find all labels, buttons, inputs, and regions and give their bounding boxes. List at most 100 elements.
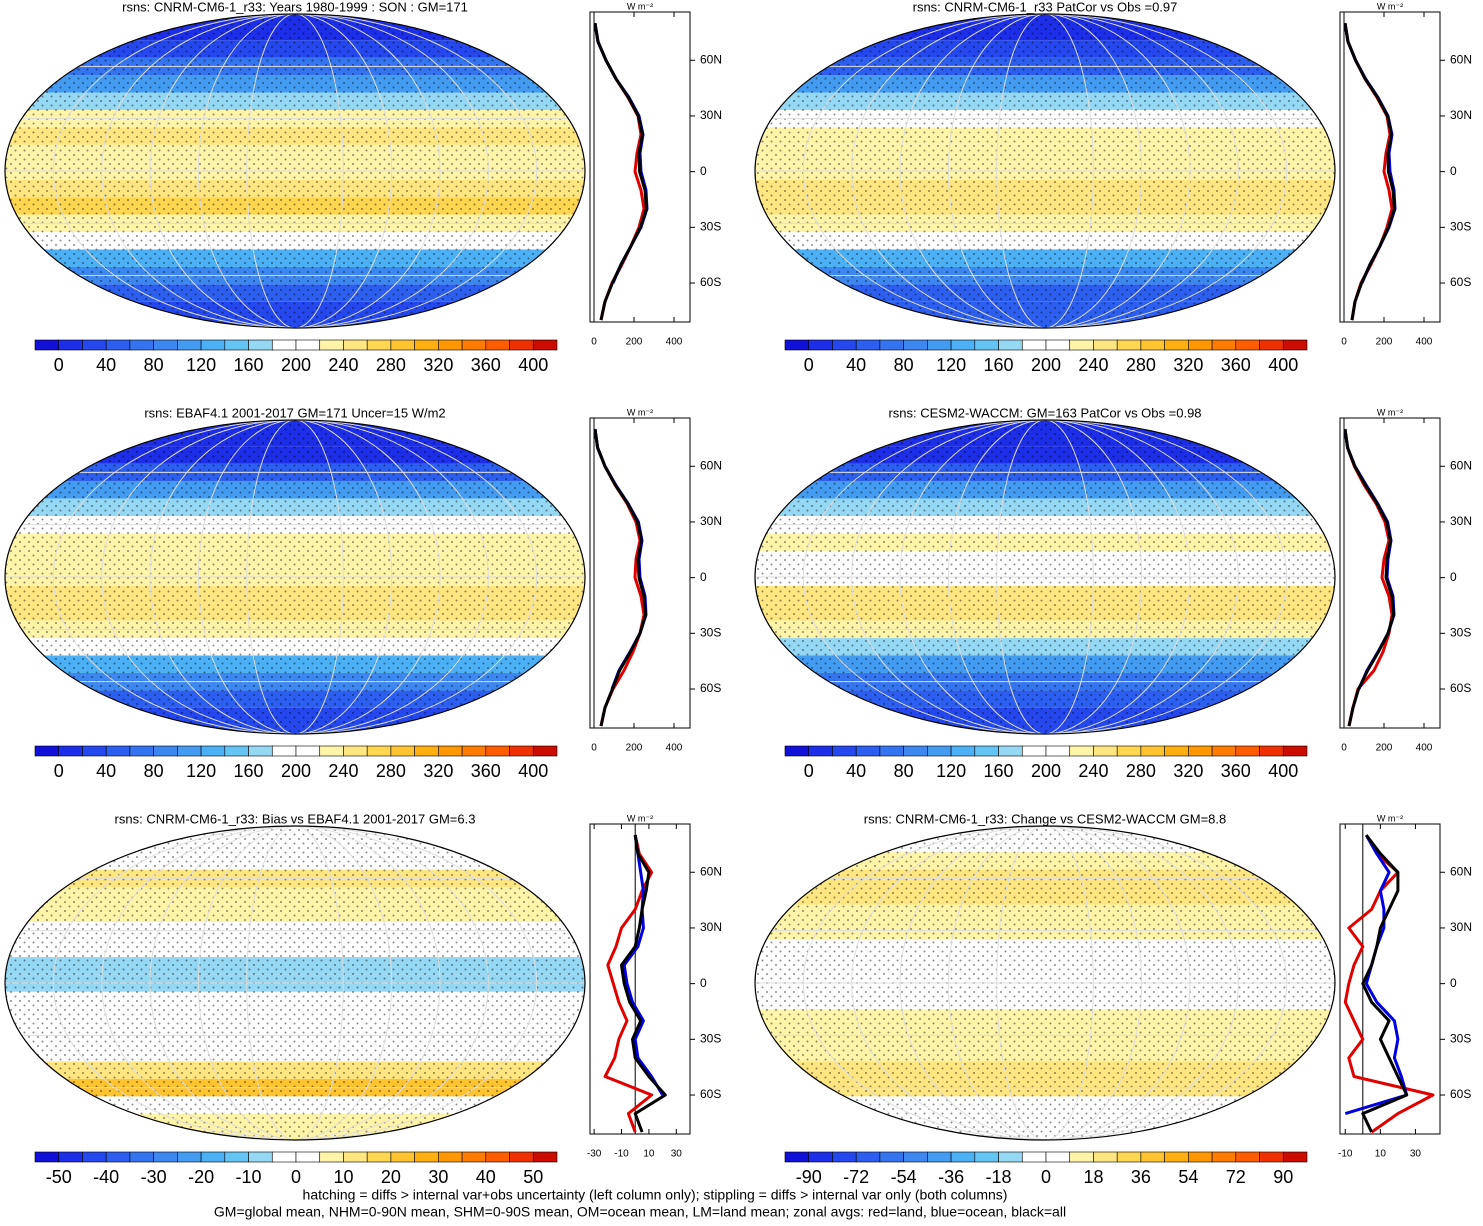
panel-title: rsns: CNRM-CM6-1_r33: Years 1980-1999 : … bbox=[122, 0, 468, 14]
y-tick-label: 0 bbox=[1450, 570, 1457, 584]
colorbar-box bbox=[105, 745, 131, 757]
colorbar-box bbox=[295, 745, 321, 757]
colorbar-box bbox=[343, 745, 368, 757]
colorbar-label: 360 bbox=[1221, 761, 1251, 781]
colorbar-box bbox=[1211, 339, 1237, 351]
colorbar-box bbox=[343, 339, 368, 351]
colorbar-box bbox=[200, 1151, 226, 1163]
colorbar-box bbox=[343, 1151, 368, 1163]
colorbar-box bbox=[1045, 1151, 1071, 1163]
colorbar-box bbox=[390, 745, 415, 757]
colorbar-label: 280 bbox=[1126, 355, 1156, 375]
colorbar-box bbox=[509, 339, 534, 351]
y-tick-label: 30N bbox=[1450, 514, 1472, 528]
colorbar-box bbox=[1188, 339, 1213, 351]
colorbar-box bbox=[927, 1151, 952, 1163]
colorbar-box bbox=[1093, 339, 1118, 351]
colorbar-box bbox=[832, 1151, 857, 1163]
map bbox=[5, 14, 585, 328]
map-frame bbox=[754, 13, 1336, 329]
colorbar-label: 40 bbox=[846, 761, 866, 781]
colorbar-box bbox=[1116, 745, 1142, 757]
x-tick-label: 400 bbox=[1416, 337, 1433, 348]
colorbar-label: 80 bbox=[144, 355, 164, 375]
y-tick-label: 60S bbox=[1450, 275, 1471, 289]
x-tick-label: 400 bbox=[666, 337, 683, 348]
colorbar-box bbox=[974, 1151, 999, 1163]
colorbar-label: 200 bbox=[1031, 355, 1061, 375]
zonal-line bbox=[620, 834, 667, 1133]
y-tick-label: 60N bbox=[1450, 52, 1472, 66]
colorbar-box bbox=[34, 745, 60, 757]
colorbar-box bbox=[153, 339, 178, 351]
colorbar-label: 0 bbox=[1041, 1167, 1051, 1187]
colorbar-box bbox=[177, 745, 202, 757]
colorbar-label: -72 bbox=[843, 1167, 869, 1187]
map-frame bbox=[754, 419, 1336, 735]
colorbar-box bbox=[438, 339, 463, 351]
colorbar-label: 240 bbox=[1078, 355, 1108, 375]
zonal-line bbox=[622, 834, 664, 1096]
x-tick-label: 0 bbox=[1341, 337, 1347, 348]
colorbar-box bbox=[1069, 339, 1094, 351]
y-tick-label: 30N bbox=[700, 108, 722, 122]
colorbar-label: 50 bbox=[523, 1167, 543, 1187]
profile-frame bbox=[1339, 823, 1441, 1135]
colorbar-label: 40 bbox=[476, 1167, 496, 1187]
colorbar-box bbox=[950, 745, 976, 757]
zonal-line bbox=[593, 22, 648, 321]
profile-frame bbox=[589, 11, 691, 323]
colorbar-box bbox=[1188, 1151, 1213, 1163]
colorbar-label: 90 bbox=[1273, 1167, 1293, 1187]
x-tick-label: 200 bbox=[1376, 743, 1393, 754]
footnote: hatching = diffs > internal var+obs unce… bbox=[303, 1187, 1008, 1203]
x-tick-label: -30 bbox=[587, 1149, 602, 1160]
colorbar-label: 120 bbox=[936, 355, 966, 375]
colorbar-box bbox=[248, 1151, 273, 1163]
colorbar-box bbox=[784, 339, 810, 351]
colorbar-box bbox=[1045, 339, 1071, 351]
y-tick-label: 30S bbox=[1450, 1032, 1471, 1046]
x-tick-label: 10 bbox=[1375, 1149, 1387, 1160]
colorbar-label: 320 bbox=[423, 355, 453, 375]
colorbar-box bbox=[82, 1151, 107, 1163]
colorbar-box bbox=[1282, 339, 1308, 351]
colorbar-box bbox=[808, 339, 833, 351]
colorbar-box bbox=[974, 339, 999, 351]
colorbar-box bbox=[1188, 745, 1213, 757]
colorbar-box bbox=[1140, 339, 1165, 351]
colorbar-box bbox=[509, 1151, 534, 1163]
colorbar-label: 30 bbox=[428, 1167, 448, 1187]
profile-frame bbox=[589, 823, 691, 1135]
colorbar-label: 40 bbox=[96, 355, 116, 375]
zonal-line bbox=[1343, 22, 1394, 321]
y-tick-label: 0 bbox=[1450, 164, 1457, 178]
colorbar-box bbox=[485, 745, 510, 757]
colorbar-box bbox=[414, 339, 439, 351]
colorbar-box bbox=[390, 339, 415, 351]
map bbox=[5, 420, 585, 734]
colorbar-label: 240 bbox=[328, 355, 358, 375]
axis-unit: W m⁻² bbox=[627, 407, 653, 417]
y-tick-label: 60S bbox=[700, 681, 721, 695]
panel-title: rsns: CNRM-CM6-1_r33: Bias vs EBAF4.1 20… bbox=[115, 811, 476, 826]
axis-unit: W m⁻² bbox=[627, 813, 653, 823]
colorbar-label: -36 bbox=[938, 1167, 964, 1187]
colorbar-label: 0 bbox=[54, 761, 64, 781]
zonal-line bbox=[1343, 428, 1396, 727]
colorbar-label: 280 bbox=[1126, 761, 1156, 781]
colorbar-label: -18 bbox=[986, 1167, 1012, 1187]
colorbar-box bbox=[366, 339, 392, 351]
colorbar-box bbox=[532, 339, 558, 351]
colorbar-box bbox=[319, 745, 344, 757]
x-tick-label: 10 bbox=[643, 1149, 655, 1160]
colorbar-label: 200 bbox=[281, 355, 311, 375]
colorbar-box bbox=[248, 339, 273, 351]
colorbar-label: 36 bbox=[1131, 1167, 1151, 1187]
colorbar-label: 320 bbox=[423, 761, 453, 781]
colorbar-box bbox=[1235, 339, 1260, 351]
colorbar-label: 10 bbox=[333, 1167, 353, 1187]
colorbar-box bbox=[438, 745, 463, 757]
y-tick-label: 60S bbox=[700, 275, 721, 289]
colorbar-label: 320 bbox=[1173, 355, 1203, 375]
